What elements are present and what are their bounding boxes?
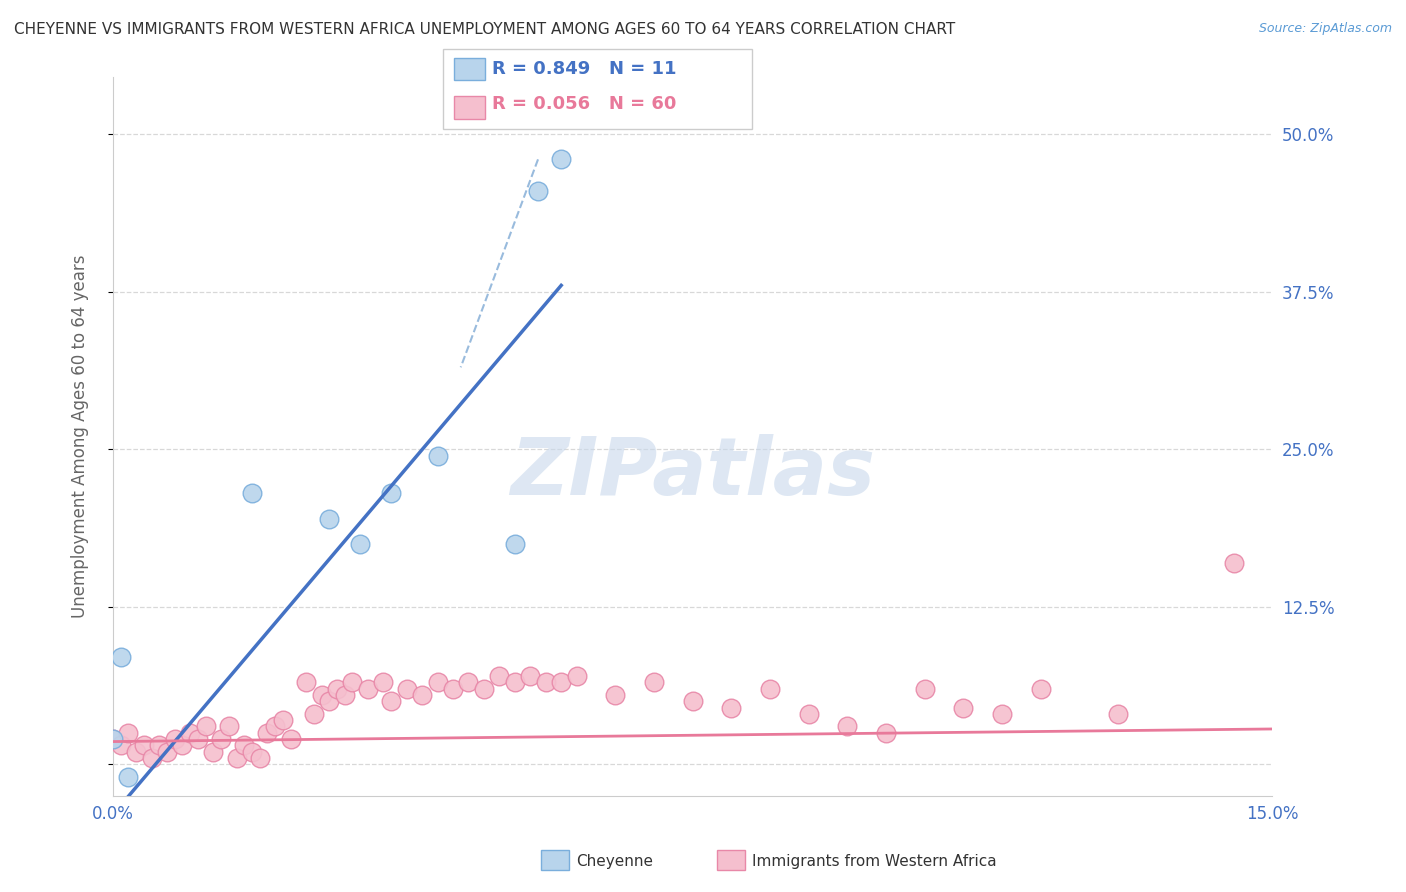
- Point: [117, 770, 139, 784]
- Point: [179, 725, 201, 739]
- Point: [991, 706, 1014, 721]
- Point: [256, 725, 278, 739]
- Point: [759, 681, 782, 696]
- Point: [411, 688, 433, 702]
- Point: [249, 751, 271, 765]
- Point: [240, 486, 263, 500]
- Point: [240, 745, 263, 759]
- Point: [172, 739, 194, 753]
- Point: [527, 184, 550, 198]
- Point: [218, 719, 240, 733]
- Point: [797, 706, 820, 721]
- Point: [373, 675, 395, 690]
- Point: [110, 650, 132, 665]
- Point: [720, 700, 742, 714]
- Point: [141, 751, 163, 765]
- Point: [271, 713, 294, 727]
- Point: [202, 745, 225, 759]
- Point: [472, 681, 495, 696]
- Point: [280, 732, 302, 747]
- Point: [101, 732, 124, 747]
- Point: [101, 732, 124, 747]
- Point: [426, 449, 449, 463]
- Point: [380, 694, 402, 708]
- Point: [395, 681, 418, 696]
- Point: [426, 675, 449, 690]
- Point: [1107, 706, 1129, 721]
- Point: [342, 675, 364, 690]
- Text: ZIPatlas: ZIPatlas: [510, 434, 875, 511]
- Point: [209, 732, 232, 747]
- Point: [194, 719, 217, 733]
- Point: [156, 745, 179, 759]
- Point: [488, 669, 510, 683]
- Point: [565, 669, 588, 683]
- Point: [233, 739, 256, 753]
- Point: [1222, 556, 1244, 570]
- Point: [441, 681, 464, 696]
- Text: CHEYENNE VS IMMIGRANTS FROM WESTERN AFRICA UNEMPLOYMENT AMONG AGES 60 TO 64 YEAR: CHEYENNE VS IMMIGRANTS FROM WESTERN AFRI…: [14, 22, 955, 37]
- Point: [110, 739, 132, 753]
- Point: [117, 725, 139, 739]
- Point: [311, 688, 333, 702]
- Point: [457, 675, 479, 690]
- Text: Cheyenne: Cheyenne: [576, 854, 654, 869]
- Point: [318, 511, 340, 525]
- Point: [519, 669, 541, 683]
- Point: [643, 675, 665, 690]
- Point: [550, 153, 572, 167]
- Text: R = 0.056   N = 60: R = 0.056 N = 60: [492, 95, 676, 113]
- Point: [326, 681, 349, 696]
- Point: [318, 694, 340, 708]
- Point: [132, 739, 155, 753]
- Point: [875, 725, 897, 739]
- Point: [125, 745, 148, 759]
- Point: [682, 694, 704, 708]
- Point: [148, 739, 170, 753]
- Point: [837, 719, 859, 733]
- Point: [1029, 681, 1052, 696]
- Point: [380, 486, 402, 500]
- Point: [605, 688, 627, 702]
- Point: [349, 537, 371, 551]
- Point: [163, 732, 186, 747]
- Y-axis label: Unemployment Among Ages 60 to 64 years: Unemployment Among Ages 60 to 64 years: [72, 255, 89, 618]
- Point: [914, 681, 936, 696]
- Point: [333, 688, 356, 702]
- Point: [550, 675, 572, 690]
- Point: [952, 700, 974, 714]
- Point: [302, 706, 325, 721]
- Text: Immigrants from Western Africa: Immigrants from Western Africa: [752, 854, 997, 869]
- Point: [264, 719, 287, 733]
- Point: [503, 537, 526, 551]
- Point: [503, 675, 526, 690]
- Point: [225, 751, 247, 765]
- Point: [295, 675, 318, 690]
- Text: R = 0.849   N = 11: R = 0.849 N = 11: [492, 60, 676, 78]
- Point: [534, 675, 557, 690]
- Point: [187, 732, 209, 747]
- Text: Source: ZipAtlas.com: Source: ZipAtlas.com: [1258, 22, 1392, 36]
- Point: [357, 681, 380, 696]
